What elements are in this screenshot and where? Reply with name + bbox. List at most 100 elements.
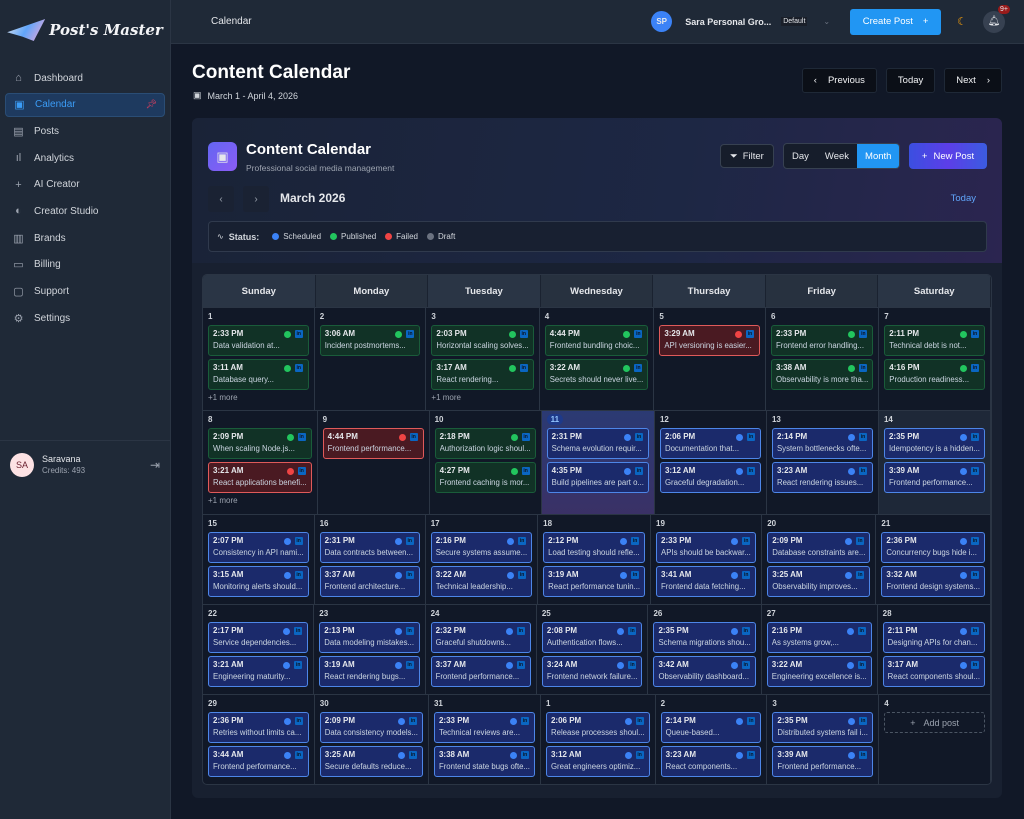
post-card-scheduled[interactable]: 2:07 PM in Consistency in API nami... xyxy=(208,532,309,563)
calendar-day[interactable]: 29 2:36 PM in Retries without limits ca... 3… xyxy=(203,695,315,784)
sidebar-item-calendar[interactable]: ▣ Calendar 📌︎ xyxy=(5,92,165,117)
sidebar-item-billing[interactable]: ▭ Billing xyxy=(5,253,165,277)
view-day[interactable]: Day xyxy=(792,150,809,162)
post-card-published[interactable]: 3:17 AM in React rendering... xyxy=(431,359,534,390)
post-card-scheduled[interactable]: 3:39 AM in Frontend performance... xyxy=(883,462,985,493)
post-card-published[interactable]: 2:33 PM in Frontend error handling... xyxy=(771,325,874,356)
post-card-scheduled[interactable]: 3:32 AM in Frontend design systems... xyxy=(881,566,985,597)
post-card-scheduled[interactable]: 2:14 PM in System bottlenecks ofte... xyxy=(771,428,873,459)
post-card-published[interactable]: 3:22 AM in Secrets should never live... xyxy=(544,359,649,390)
calendar-day[interactable]: 28 2:11 PM in Designing APIs for chan... 3:1… xyxy=(878,605,991,694)
add-post-button[interactable]: + Add post xyxy=(884,712,985,733)
post-card-published[interactable]: 4:44 PM in Frontend bundling choic... xyxy=(544,325,649,356)
post-card-scheduled[interactable]: 2:12 PM in Load testing should refle... xyxy=(543,532,646,563)
post-card-failed[interactable]: 3:21 AM in React applications benefi... xyxy=(208,462,312,493)
calendar-day[interactable]: 19 2:33 PM in APIs should be backwar... 3:41… xyxy=(651,515,763,604)
calendar-day[interactable]: 18 2:12 PM in Load testing should refle... 3… xyxy=(538,515,652,604)
post-card-published[interactable]: 4:16 PM in Production readiness... xyxy=(884,359,985,390)
post-card-scheduled[interactable]: 3:25 AM in Observability improves... xyxy=(767,566,871,597)
calendar-day[interactable]: 3 2:03 PM in Horizontal scaling solves... 3:… xyxy=(426,308,540,410)
post-card-scheduled[interactable]: 2:31 PM in Schema evolution requir... xyxy=(546,428,649,459)
previous-button[interactable]: ‹ Previous xyxy=(801,68,877,93)
post-card-scheduled[interactable]: 2:08 PM in Authentication flows... xyxy=(541,622,643,653)
calendar-day[interactable]: 15 2:07 PM in Consistency in API nami... 3:1… xyxy=(203,515,315,604)
calendar-day[interactable]: 17 2:16 PM in Secure systems assume... 3:22 … xyxy=(426,515,539,604)
post-card-scheduled[interactable]: 2:36 PM in Concurrency bugs hide i... xyxy=(881,532,985,563)
post-card-scheduled[interactable]: 3:19 AM in React performance tunin... xyxy=(543,566,646,597)
post-card-scheduled[interactable]: 2:16 PM in Secure systems assume... xyxy=(430,532,533,563)
post-card-scheduled[interactable]: 3:22 AM in Technical leadership... xyxy=(430,566,533,597)
calendar-day[interactable]: 21 2:36 PM in Concurrency bugs hide i... 3:3… xyxy=(876,515,991,604)
post-card-scheduled[interactable]: 2:09 PM in Database constraints are... xyxy=(767,532,871,563)
calendar-day[interactable]: 27 2:16 PM in As systems grow,... 3:22 AM in E… xyxy=(762,605,878,694)
post-card-published[interactable]: 4:27 PM in Frontend caching is mor... xyxy=(434,462,536,493)
calendar-day[interactable]: 1 2:06 PM in Release processes shoul... 3:12… xyxy=(541,695,656,784)
calendar-day[interactable]: 5 3:29 AM in API versioning is easier... xyxy=(654,308,766,410)
post-card-failed[interactable]: 3:29 AM in API versioning is easier... xyxy=(659,325,760,356)
calendar-day[interactable]: 4 + Add post xyxy=(879,695,991,784)
moon-icon[interactable]: ☾ xyxy=(957,16,967,28)
post-card-scheduled[interactable]: 2:32 PM in Graceful shutdowns... xyxy=(430,622,531,653)
org-name[interactable]: Sara Personal Gro... xyxy=(685,16,772,27)
post-card-scheduled[interactable]: 3:24 AM in Frontend network failure... xyxy=(541,656,643,687)
more-posts-link[interactable]: +1 more xyxy=(208,393,238,402)
sidebar-item-support[interactable]: ▢ Support xyxy=(5,280,165,304)
post-card-scheduled[interactable]: 3:23 AM in React components... xyxy=(660,746,762,777)
chevron-down-icon[interactable]: ⌄ xyxy=(823,17,831,26)
post-card-scheduled[interactable]: 3:41 AM in Frontend data fetching... xyxy=(656,566,757,597)
post-card-published[interactable]: 3:11 AM in Database query... xyxy=(208,359,309,390)
post-card-scheduled[interactable]: 2:09 PM in Data consistency models... xyxy=(319,712,423,743)
more-posts-link[interactable]: +1 more xyxy=(431,393,461,402)
calendar-day[interactable]: 10 2:18 PM in Authorization logic shoul... 4… xyxy=(430,411,542,514)
create-post-button[interactable]: Create Post + xyxy=(850,8,942,35)
post-card-scheduled[interactable]: 3:12 AM in Great engineers optimiz... xyxy=(545,746,650,777)
post-card-scheduled[interactable]: 2:06 PM in Release processes shoul... xyxy=(545,712,650,743)
sidebar-item-ai-creator[interactable]: + AI Creator xyxy=(5,173,165,197)
post-card-scheduled[interactable]: 2:13 PM in Data modeling mistakes... xyxy=(319,622,420,653)
post-card-published[interactable]: 2:03 PM in Horizontal scaling solves... xyxy=(431,325,534,356)
post-card-published[interactable]: 2:09 PM in When scaling Node.js... xyxy=(208,428,312,459)
post-card-published[interactable]: 3:38 AM in Observability is more tha... xyxy=(771,359,874,390)
post-card-published[interactable]: 2:18 PM in Authorization logic shoul... xyxy=(434,428,536,459)
post-card-scheduled[interactable]: 3:21 AM in Engineering maturity... xyxy=(208,656,309,687)
post-card-scheduled[interactable]: 2:06 PM in Documentation that... xyxy=(659,428,761,459)
post-card-scheduled[interactable]: 2:35 PM in Distributed systems fail i... xyxy=(772,712,874,743)
post-card-scheduled[interactable]: 2:33 PM in APIs should be backwar... xyxy=(656,532,757,563)
view-month[interactable]: Month xyxy=(857,144,900,168)
post-card-scheduled[interactable]: 3:42 AM in Observability dashboard... xyxy=(653,656,756,687)
post-card-published[interactable]: 2:11 PM in Technical debt is not... xyxy=(884,325,985,356)
calendar-day[interactable]: 30 2:09 PM in Data consistency models... 3:2… xyxy=(315,695,429,784)
post-card-scheduled[interactable]: 3:23 AM in React rendering issues... xyxy=(771,462,873,493)
calendar-day[interactable]: 4 4:44 PM in Frontend bundling choic... 3:22… xyxy=(540,308,655,410)
post-card-scheduled[interactable]: 3:15 AM in Monitoring alerts should... xyxy=(208,566,309,597)
post-card-scheduled[interactable]: 3:17 AM in React components shoul... xyxy=(882,656,985,687)
calendar-day-today[interactable]: 11 2:31 PM in Schema evolution requir... 4:3… xyxy=(541,411,655,514)
calendar-day[interactable]: 8 2:09 PM in When scaling Node.js... 3:21 AM… xyxy=(203,411,318,514)
calendar-today-link[interactable]: Today xyxy=(950,193,976,204)
sidebar-item-settings[interactable]: ⚙ Settings xyxy=(5,306,165,330)
post-card-scheduled[interactable]: 3:37 AM in Frontend architecture... xyxy=(319,566,420,597)
post-card-scheduled[interactable]: 3:39 AM in Frontend performance... xyxy=(772,746,874,777)
calendar-day[interactable]: 26 2:35 PM in Schema migrations shou... 3:42… xyxy=(648,605,762,694)
post-card-published[interactable]: 3:06 AM in Incident postmortems... xyxy=(319,325,421,356)
post-card-scheduled[interactable]: 2:31 PM in Data contracts between... xyxy=(319,532,420,563)
today-button[interactable]: Today xyxy=(885,68,936,93)
filter-button[interactable]: ⏷ Filter xyxy=(720,144,774,168)
calendar-day[interactable]: 3 2:35 PM in Distributed systems fail i... 3… xyxy=(767,695,880,784)
post-card-scheduled[interactable]: 2:11 PM in Designing APIs for chan... xyxy=(882,622,985,653)
post-card-scheduled[interactable]: 3:22 AM in Engineering excellence is... xyxy=(766,656,872,687)
logout-icon[interactable]: ⇥ xyxy=(149,457,160,472)
calendar-day[interactable]: 9 4:44 PM in Frontend performance... xyxy=(318,411,430,514)
post-card-scheduled[interactable]: 2:36 PM in Retries without limits ca... xyxy=(208,712,309,743)
user-profile[interactable]: SA Saravana Credits: 493 ⇥ xyxy=(0,440,170,488)
calendar-day[interactable]: 20 2:09 PM in Database constraints are... 3:… xyxy=(762,515,877,604)
pin-icon[interactable]: 📌︎ xyxy=(145,99,157,110)
post-card-scheduled[interactable]: 4:35 PM in Build pipelines are part o... xyxy=(546,462,649,493)
calendar-day[interactable]: 22 2:17 PM in Service dependencies... 3:21 A… xyxy=(203,605,315,694)
calendar-day[interactable]: 23 2:13 PM in Data modeling mistakes... 3:19… xyxy=(314,605,426,694)
post-card-scheduled[interactable]: 2:16 PM in As systems grow,... xyxy=(766,622,872,653)
more-posts-link[interactable]: +1 more xyxy=(208,496,238,505)
post-card-scheduled[interactable]: 3:38 AM in Frontend state bugs ofte... xyxy=(433,746,535,777)
post-card-scheduled[interactable]: 3:25 AM in Secure defaults reduce... xyxy=(319,746,423,777)
calendar-day[interactable]: 7 2:11 PM in Technical debt is not... 4:16 P… xyxy=(879,308,991,410)
